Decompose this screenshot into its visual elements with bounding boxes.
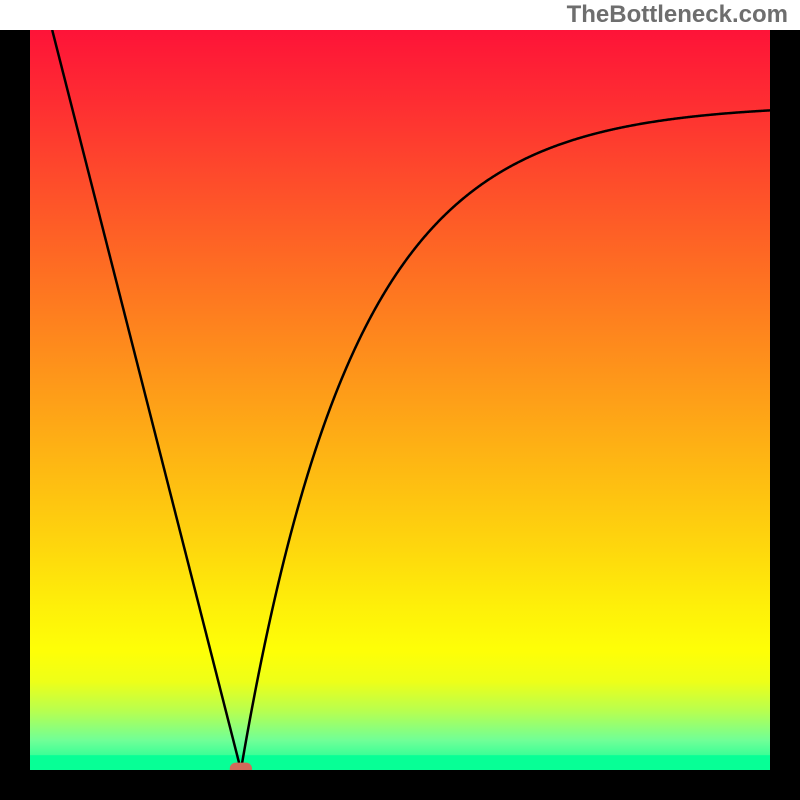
minimum-marker xyxy=(230,763,252,770)
plot-area xyxy=(30,30,770,770)
chart-container: TheBottleneck.com xyxy=(0,0,800,800)
performance-curve xyxy=(52,30,770,770)
watermark-text: TheBottleneck.com xyxy=(567,1,788,29)
curve-layer xyxy=(30,30,770,770)
